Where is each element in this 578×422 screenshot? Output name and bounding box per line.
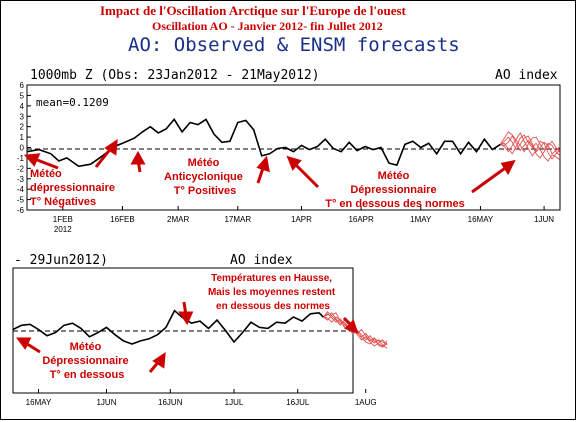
title-line-1: Impact de l'Oscillation Arctique sur l'E… xyxy=(100,3,406,18)
x-tick-label: 16JUL xyxy=(286,398,310,407)
x-tick-label: 16MAY xyxy=(26,398,52,407)
y-tick-label: 0 xyxy=(20,144,25,153)
panel-1-header-left: 1000mb Z (Obs: 23Jan2012 - 21May2012) xyxy=(30,68,320,83)
panel-2-header-left: - 29Jun2012) xyxy=(14,253,108,268)
y-tick-label: 3 xyxy=(20,112,25,121)
x-tick-label: 1JUN xyxy=(534,215,554,224)
panel-1-header-right: AO index xyxy=(495,68,558,83)
ensemble-member-line xyxy=(500,135,561,159)
y-tick-label: 5 xyxy=(20,91,25,100)
panel-2-x-axis: 16MAY 1JUN 16JUN 1JUL 16JUL 1AUG xyxy=(26,389,377,407)
y-tick-label: -3 xyxy=(17,175,25,184)
annotation-depressionnaire-1: Météo dépressionnaire T° Négatives xyxy=(30,168,118,208)
panel-1-observed-series xyxy=(26,118,501,168)
annotation-anticyclonique: Météo Anticyclonique T° Positives xyxy=(164,157,246,197)
y-tick-label: -6 xyxy=(17,206,25,215)
arrow-icon xyxy=(292,161,320,189)
x-tick-label: 1MAY xyxy=(410,215,432,224)
arrow-head-icon xyxy=(286,155,302,171)
x-tick-label: 16MAY xyxy=(468,215,494,224)
panel-1-y-axis: 65 43 21 0-1-2 -3-4 -5-6 xyxy=(17,81,31,215)
x-tick-label: 17MAR xyxy=(224,215,251,224)
x-tick-label: 16APR xyxy=(348,215,374,224)
x-tick-label: 16FEB xyxy=(110,215,134,224)
panel-1-annotations: Météo dépressionnaire T° Négatives Météo… xyxy=(23,139,516,210)
panel-1-ensemble-forecasts xyxy=(499,131,561,162)
y-tick-label: 2 xyxy=(20,123,25,132)
x-tick-label: 16JUN xyxy=(158,398,183,407)
arrow-icon xyxy=(471,164,509,194)
arrow-head-icon xyxy=(104,139,118,156)
chart-main-title: AO: Observed & ENSM forecasts xyxy=(128,34,460,56)
annotation-depressionnaire-3: Météo Dépressionnaire T° en dessous xyxy=(42,341,131,381)
ensemble-member-line xyxy=(500,131,561,160)
y-tick-label: -2 xyxy=(17,164,25,173)
x-tick-label: 1APR xyxy=(291,215,312,224)
ensemble-member-line xyxy=(499,131,561,157)
annotation-depressionnaire-2: Météo Dépressionnaire T° en dessous des … xyxy=(325,170,465,210)
y-tick-label: 1 xyxy=(20,133,25,142)
y-tick-label: 4 xyxy=(20,102,25,111)
x-tick-label: 1AUG xyxy=(355,398,377,407)
arrow-head-icon xyxy=(256,155,270,173)
x-tick-sublabel: 2012 xyxy=(54,225,72,234)
y-tick-label: -5 xyxy=(17,196,25,205)
panel-2-arrows xyxy=(16,301,359,373)
x-tick-label: 1JUN xyxy=(96,398,116,407)
title-line-2: Oscillation AO - Janvier 2012- fin Julle… xyxy=(152,19,383,33)
panel-2-header-right: AO index xyxy=(230,253,293,268)
x-tick-label: 1FEB xyxy=(53,215,73,224)
arrow-head-icon xyxy=(152,352,166,369)
panel-2-annotations: Températures en Hausse, Mais les moyenne… xyxy=(16,273,359,381)
x-tick-label: 1JUL xyxy=(225,398,244,407)
panel-1-mean-label: mean=0.1209 xyxy=(36,96,109,109)
arrow-head-icon xyxy=(500,159,516,176)
ensemble-member-line xyxy=(323,312,388,349)
ensemble-member-line xyxy=(500,134,561,162)
panel-1-arrows xyxy=(23,139,516,194)
y-tick-label: -4 xyxy=(17,185,25,194)
y-tick-label: 6 xyxy=(20,81,25,90)
arrow-head-icon xyxy=(16,337,32,350)
arrow-head-icon xyxy=(178,311,194,326)
arrow-head-icon xyxy=(130,150,146,165)
annotation-hausse: Températures en Hausse, Mais les moyenne… xyxy=(208,273,338,312)
panel-2-observed-series xyxy=(12,309,324,345)
arrow-head-icon xyxy=(344,319,359,334)
x-tick-label: 2MAR xyxy=(167,215,189,224)
y-tick-label: -1 xyxy=(17,154,25,163)
panel-1: 1000mb Z (Obs: 23Jan2012 - 21May2012) AO… xyxy=(17,68,561,234)
arrow-head-icon xyxy=(23,153,41,167)
